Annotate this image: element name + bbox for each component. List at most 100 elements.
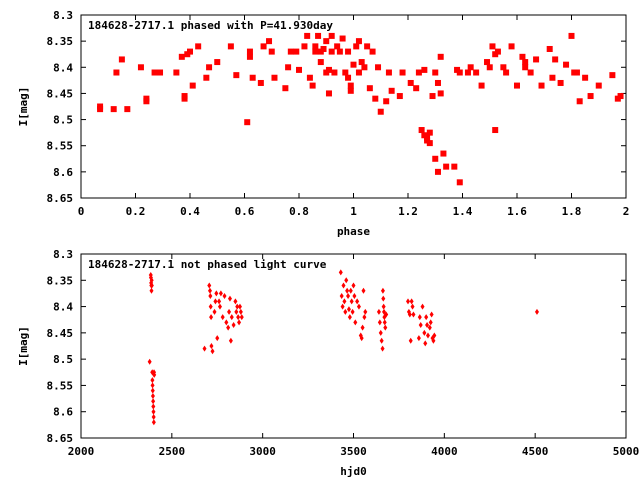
data-point bbox=[229, 338, 233, 344]
data-point bbox=[345, 288, 349, 294]
data-point bbox=[334, 43, 340, 49]
data-point bbox=[232, 322, 236, 328]
data-point bbox=[500, 64, 506, 70]
y-tick-label: 8.45 bbox=[47, 327, 74, 340]
data-point bbox=[323, 38, 329, 44]
y-tick-label: 8.5 bbox=[53, 353, 73, 366]
data-point bbox=[282, 85, 288, 91]
data-point bbox=[465, 70, 471, 76]
data-point bbox=[377, 309, 381, 315]
data-point bbox=[345, 75, 351, 81]
data-point bbox=[173, 70, 179, 76]
data-point bbox=[539, 83, 545, 89]
data-point bbox=[157, 70, 163, 76]
data-point bbox=[427, 140, 433, 146]
data-point bbox=[514, 83, 520, 89]
data-point bbox=[430, 93, 436, 99]
data-point bbox=[503, 70, 509, 76]
data-point bbox=[211, 348, 215, 354]
data-point bbox=[250, 75, 256, 81]
data-point bbox=[247, 49, 253, 55]
data-point bbox=[353, 319, 357, 325]
data-point bbox=[418, 314, 422, 320]
data-point bbox=[345, 49, 351, 55]
y-tick-label: 8.6 bbox=[53, 406, 73, 419]
data-point bbox=[596, 83, 602, 89]
data-point bbox=[361, 288, 365, 294]
plot-frame bbox=[81, 254, 626, 438]
data-point bbox=[224, 319, 228, 325]
data-point bbox=[340, 293, 344, 299]
data-point bbox=[348, 314, 352, 320]
data-point bbox=[340, 36, 346, 42]
data-point bbox=[413, 85, 419, 91]
data-point bbox=[227, 309, 231, 315]
data-point bbox=[203, 75, 209, 81]
y-tick-label: 8.3 bbox=[53, 9, 73, 22]
data-point bbox=[150, 377, 154, 383]
data-point bbox=[424, 135, 430, 141]
data-point bbox=[341, 304, 345, 310]
data-point bbox=[383, 98, 389, 104]
data-point bbox=[258, 80, 264, 86]
data-point bbox=[348, 88, 354, 94]
data-point bbox=[443, 164, 449, 170]
y-axis-label: I[mag] bbox=[17, 87, 30, 127]
chart-title: 184628-2717.1 phased with P=41.930day bbox=[88, 19, 333, 32]
data-point bbox=[427, 130, 433, 136]
data-point bbox=[348, 83, 354, 89]
x-tick-label: 0 bbox=[78, 205, 85, 218]
data-point bbox=[293, 49, 299, 55]
data-point bbox=[111, 106, 117, 112]
data-point bbox=[226, 325, 230, 331]
data-point bbox=[355, 298, 359, 304]
data-point bbox=[218, 304, 222, 310]
data-point bbox=[357, 304, 361, 310]
data-point bbox=[209, 314, 213, 320]
x-tick-label: 0.6 bbox=[235, 205, 255, 218]
data-point bbox=[618, 93, 624, 99]
data-point bbox=[304, 33, 310, 39]
data-point bbox=[435, 169, 441, 175]
x-axis-label: phase bbox=[337, 225, 370, 238]
data-point bbox=[228, 43, 234, 49]
x-tick-label: 1.8 bbox=[562, 205, 582, 218]
data-point bbox=[215, 335, 219, 341]
x-tick-label: 2 bbox=[623, 205, 630, 218]
data-point bbox=[138, 64, 144, 70]
data-point bbox=[213, 298, 217, 304]
data-point bbox=[149, 288, 153, 294]
data-point bbox=[509, 43, 515, 49]
y-tick-label: 8.4 bbox=[53, 301, 73, 314]
data-point bbox=[457, 179, 463, 185]
data-point bbox=[411, 311, 415, 317]
data-point bbox=[236, 314, 240, 320]
data-point bbox=[379, 330, 383, 336]
data-point bbox=[247, 54, 253, 60]
x-axis-label: hjd0 bbox=[340, 465, 367, 478]
data-point bbox=[151, 409, 155, 415]
data-point bbox=[421, 304, 425, 310]
data-point bbox=[296, 67, 302, 73]
plot-frame bbox=[81, 15, 626, 198]
data-point bbox=[429, 319, 433, 325]
data-point bbox=[533, 56, 539, 62]
data-point bbox=[367, 85, 373, 91]
data-point bbox=[400, 70, 406, 76]
x-tick-label: 4500 bbox=[522, 445, 549, 458]
data-point bbox=[416, 70, 422, 76]
data-point bbox=[438, 54, 444, 60]
data-point bbox=[547, 46, 553, 52]
data-point bbox=[351, 62, 357, 68]
data-point bbox=[206, 64, 212, 70]
data-point bbox=[381, 296, 385, 302]
x-tick-label: 1.4 bbox=[453, 205, 473, 218]
data-point bbox=[552, 56, 558, 62]
x-tick-label: 0.8 bbox=[289, 205, 309, 218]
data-point bbox=[451, 164, 457, 170]
data-point bbox=[223, 293, 227, 299]
data-point bbox=[353, 43, 359, 49]
x-tick-label: 1 bbox=[350, 205, 357, 218]
data-point bbox=[318, 59, 324, 65]
data-point bbox=[329, 49, 335, 55]
